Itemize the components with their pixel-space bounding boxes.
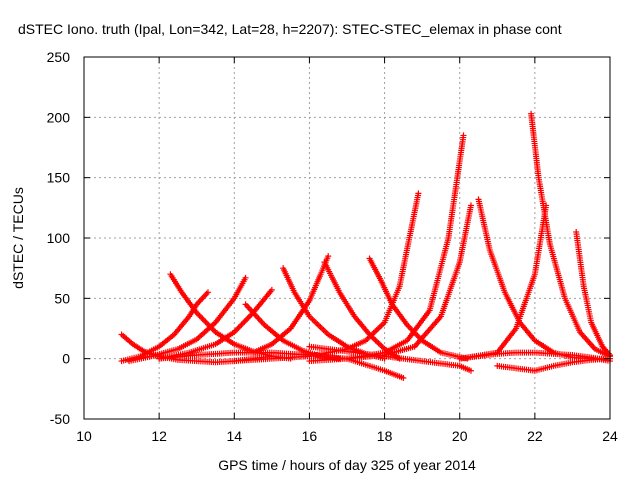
data-series xyxy=(306,132,467,365)
chart-title: dSTEC Iono. truth (Ipal, Lon=342, Lat=28… xyxy=(18,21,562,37)
data-series xyxy=(118,289,211,365)
data-point-markers xyxy=(494,355,613,374)
data-series xyxy=(494,355,613,374)
y-tick-label: 250 xyxy=(47,49,71,65)
x-tick-label: 24 xyxy=(602,428,618,444)
x-axis-title: GPS time / hours of day 325 of year 2014 xyxy=(218,457,476,473)
data-point-markers xyxy=(156,349,407,381)
data-point-markers xyxy=(573,228,613,359)
x-tick-label: 20 xyxy=(452,428,468,444)
data-layer xyxy=(118,110,613,381)
x-tick-label: 22 xyxy=(527,428,543,444)
data-point-markers xyxy=(306,132,467,365)
y-tick-label: -50 xyxy=(50,411,70,427)
data-series xyxy=(250,253,332,356)
data-series xyxy=(126,274,249,365)
data-series xyxy=(366,255,471,362)
series-line xyxy=(252,255,329,354)
y-tick-label: 150 xyxy=(47,170,71,186)
data-series xyxy=(156,349,407,381)
x-tick-label: 14 xyxy=(226,428,242,444)
y-axis-title: dSTEC / TECUs xyxy=(10,187,26,289)
data-point-markers xyxy=(118,289,211,365)
y-tick-label: 0 xyxy=(62,351,70,367)
data-point-markers xyxy=(306,343,474,374)
data-series xyxy=(456,349,613,365)
y-tick-label: 50 xyxy=(54,290,70,306)
x-tick-label: 12 xyxy=(151,428,167,444)
x-tick-label: 18 xyxy=(377,428,393,444)
data-series xyxy=(528,110,613,360)
y-tick-label: 100 xyxy=(47,230,71,246)
x-tick-labels: 10 12 14 16 18 20 22 24 xyxy=(76,428,618,444)
series-line xyxy=(309,135,465,362)
data-series xyxy=(306,343,474,374)
data-point-markers xyxy=(126,274,249,365)
data-series xyxy=(573,228,613,359)
data-series xyxy=(231,190,422,365)
x-tick-label: 16 xyxy=(302,428,318,444)
y-tick-label: 200 xyxy=(47,109,71,125)
x-tick-label: 10 xyxy=(76,428,92,444)
y-tick-labels: -50 0 50 100 150 200 250 xyxy=(47,49,71,427)
ticks xyxy=(83,56,611,420)
data-point-markers xyxy=(231,190,422,365)
data-point-markers xyxy=(528,110,613,360)
